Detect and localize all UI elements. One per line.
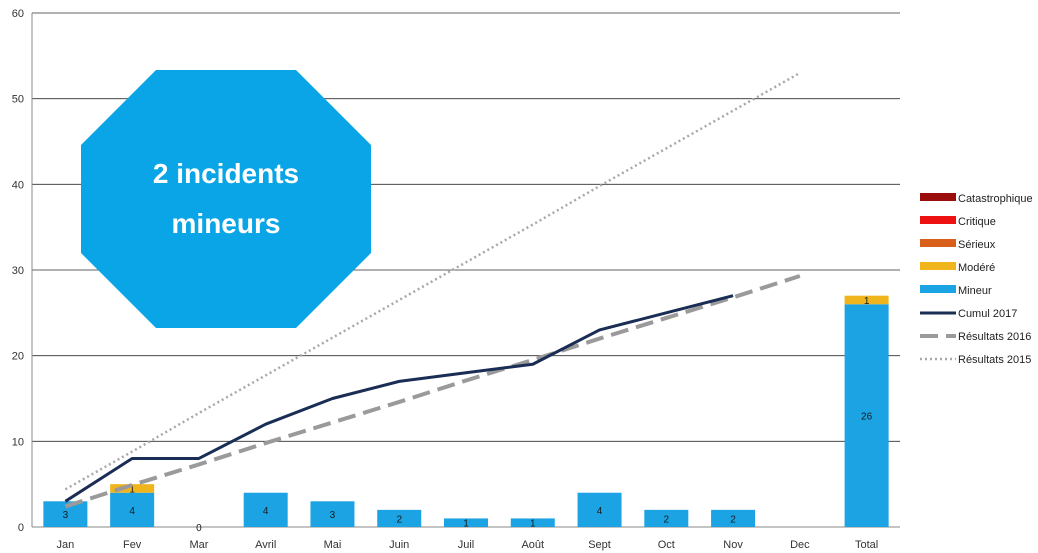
data-label-fev-modere: 1 bbox=[129, 484, 135, 495]
badge-line-2: mineurs bbox=[171, 208, 281, 239]
octagon-shape bbox=[81, 70, 371, 328]
x-tick-juin: Juin bbox=[389, 539, 409, 551]
bar-avril-mineur bbox=[243, 492, 288, 527]
bar-data-labels: 3 4 1 0 4 3 2 1 1 4 2 2 26 1 bbox=[63, 296, 873, 534]
legend-swatch-mineur bbox=[920, 285, 956, 293]
data-label-juin-mineur: 2 bbox=[396, 514, 402, 525]
x-axis-tick-labels: Jan Fev Mar Avril Mai Juin Juil Août Sept Oct Nov D… bbox=[57, 539, 879, 551]
data-label-sept-mineur: 4 bbox=[597, 506, 603, 517]
legend-label-serieux: Sérieux bbox=[958, 239, 996, 251]
y-tick-40: 40 bbox=[12, 179, 24, 191]
data-label-fev-mineur: 4 bbox=[129, 506, 135, 517]
legend-swatch-modere bbox=[920, 262, 956, 270]
line-resultats-2016 bbox=[64, 274, 801, 509]
legend-label-catastrophique: Catastrophique bbox=[958, 193, 1033, 205]
data-label-oct-mineur: 2 bbox=[664, 514, 670, 525]
stacked-bars bbox=[43, 295, 889, 527]
y-axis-tick-labels: 0 10 20 30 40 50 60 bbox=[12, 8, 24, 534]
x-tick-total: Total bbox=[855, 539, 878, 551]
legend-swatch-serieux bbox=[920, 239, 956, 247]
x-tick-avril: Avril bbox=[255, 539, 276, 551]
y-tick-30: 30 bbox=[12, 265, 24, 277]
y-tick-0: 0 bbox=[18, 522, 24, 534]
legend-label-mineur: Mineur bbox=[958, 285, 992, 297]
x-tick-jan: Jan bbox=[57, 539, 75, 551]
legend-label-critique: Critique bbox=[958, 216, 996, 228]
legend-swatch-critique bbox=[920, 216, 956, 224]
x-tick-mai: Mai bbox=[324, 539, 342, 551]
x-tick-sept: Sept bbox=[588, 539, 611, 551]
data-label-mar-mineur: 0 bbox=[196, 523, 202, 534]
legend-swatch-catastrophique bbox=[920, 193, 956, 201]
data-label-total-modere: 1 bbox=[864, 296, 870, 307]
y-tick-10: 10 bbox=[12, 436, 24, 448]
x-tick-dec: Dec bbox=[790, 539, 810, 551]
legend-label-resultats-2016: Résultats 2016 bbox=[958, 331, 1031, 343]
data-label-aout-mineur: 1 bbox=[530, 519, 536, 530]
bar-total-mineur bbox=[844, 304, 889, 527]
incidents-octagon-badge bbox=[81, 70, 371, 328]
x-tick-fev: Fev bbox=[123, 539, 142, 551]
bar-sept-mineur bbox=[577, 492, 622, 527]
bar-nov-mineur bbox=[711, 509, 756, 527]
legend: Catastrophique Critique Sérieux Modéré Mineu… bbox=[920, 193, 1033, 366]
y-tick-60: 60 bbox=[12, 8, 24, 20]
bar-juin-mineur bbox=[377, 509, 422, 527]
legend-label-resultats-2015: Résultats 2015 bbox=[958, 354, 1031, 366]
y-tick-20: 20 bbox=[12, 351, 24, 363]
data-label-total-mineur: 26 bbox=[861, 412, 873, 423]
data-label-jan-mineur: 3 bbox=[63, 510, 69, 521]
bar-juil-mineur bbox=[444, 518, 488, 527]
x-tick-oct: Oct bbox=[658, 539, 675, 551]
badge-line-1: 2 incidents bbox=[152, 158, 300, 189]
bar-total-modere bbox=[844, 295, 889, 305]
line-series bbox=[64, 71, 801, 509]
data-label-juil-mineur: 1 bbox=[463, 519, 469, 530]
bar-mai-mineur bbox=[310, 501, 355, 527]
data-label-avril-mineur: 4 bbox=[263, 506, 269, 517]
x-tick-juil: Juil bbox=[458, 539, 475, 551]
bar-fev-mineur bbox=[110, 492, 155, 527]
badge-text: 2 incidents mineurs bbox=[81, 70, 371, 328]
x-tick-mar: Mar bbox=[189, 539, 208, 551]
bar-fev-modere bbox=[110, 484, 155, 493]
legend-label-modere: Modéré bbox=[958, 262, 995, 274]
data-label-mai-mineur: 3 bbox=[330, 510, 336, 521]
legend-label-cumul-2017: Cumul 2017 bbox=[958, 308, 1017, 320]
x-tick-aout: Août bbox=[521, 539, 544, 551]
x-tick-nov: Nov bbox=[723, 539, 743, 551]
bar-aout-mineur bbox=[510, 518, 555, 527]
line-cumul-2017 bbox=[64, 294, 734, 503]
bar-oct-mineur bbox=[644, 509, 689, 527]
data-label-nov-mineur: 2 bbox=[730, 514, 736, 525]
line-resultats-2015 bbox=[64, 71, 801, 491]
y-tick-50: 50 bbox=[12, 94, 24, 106]
